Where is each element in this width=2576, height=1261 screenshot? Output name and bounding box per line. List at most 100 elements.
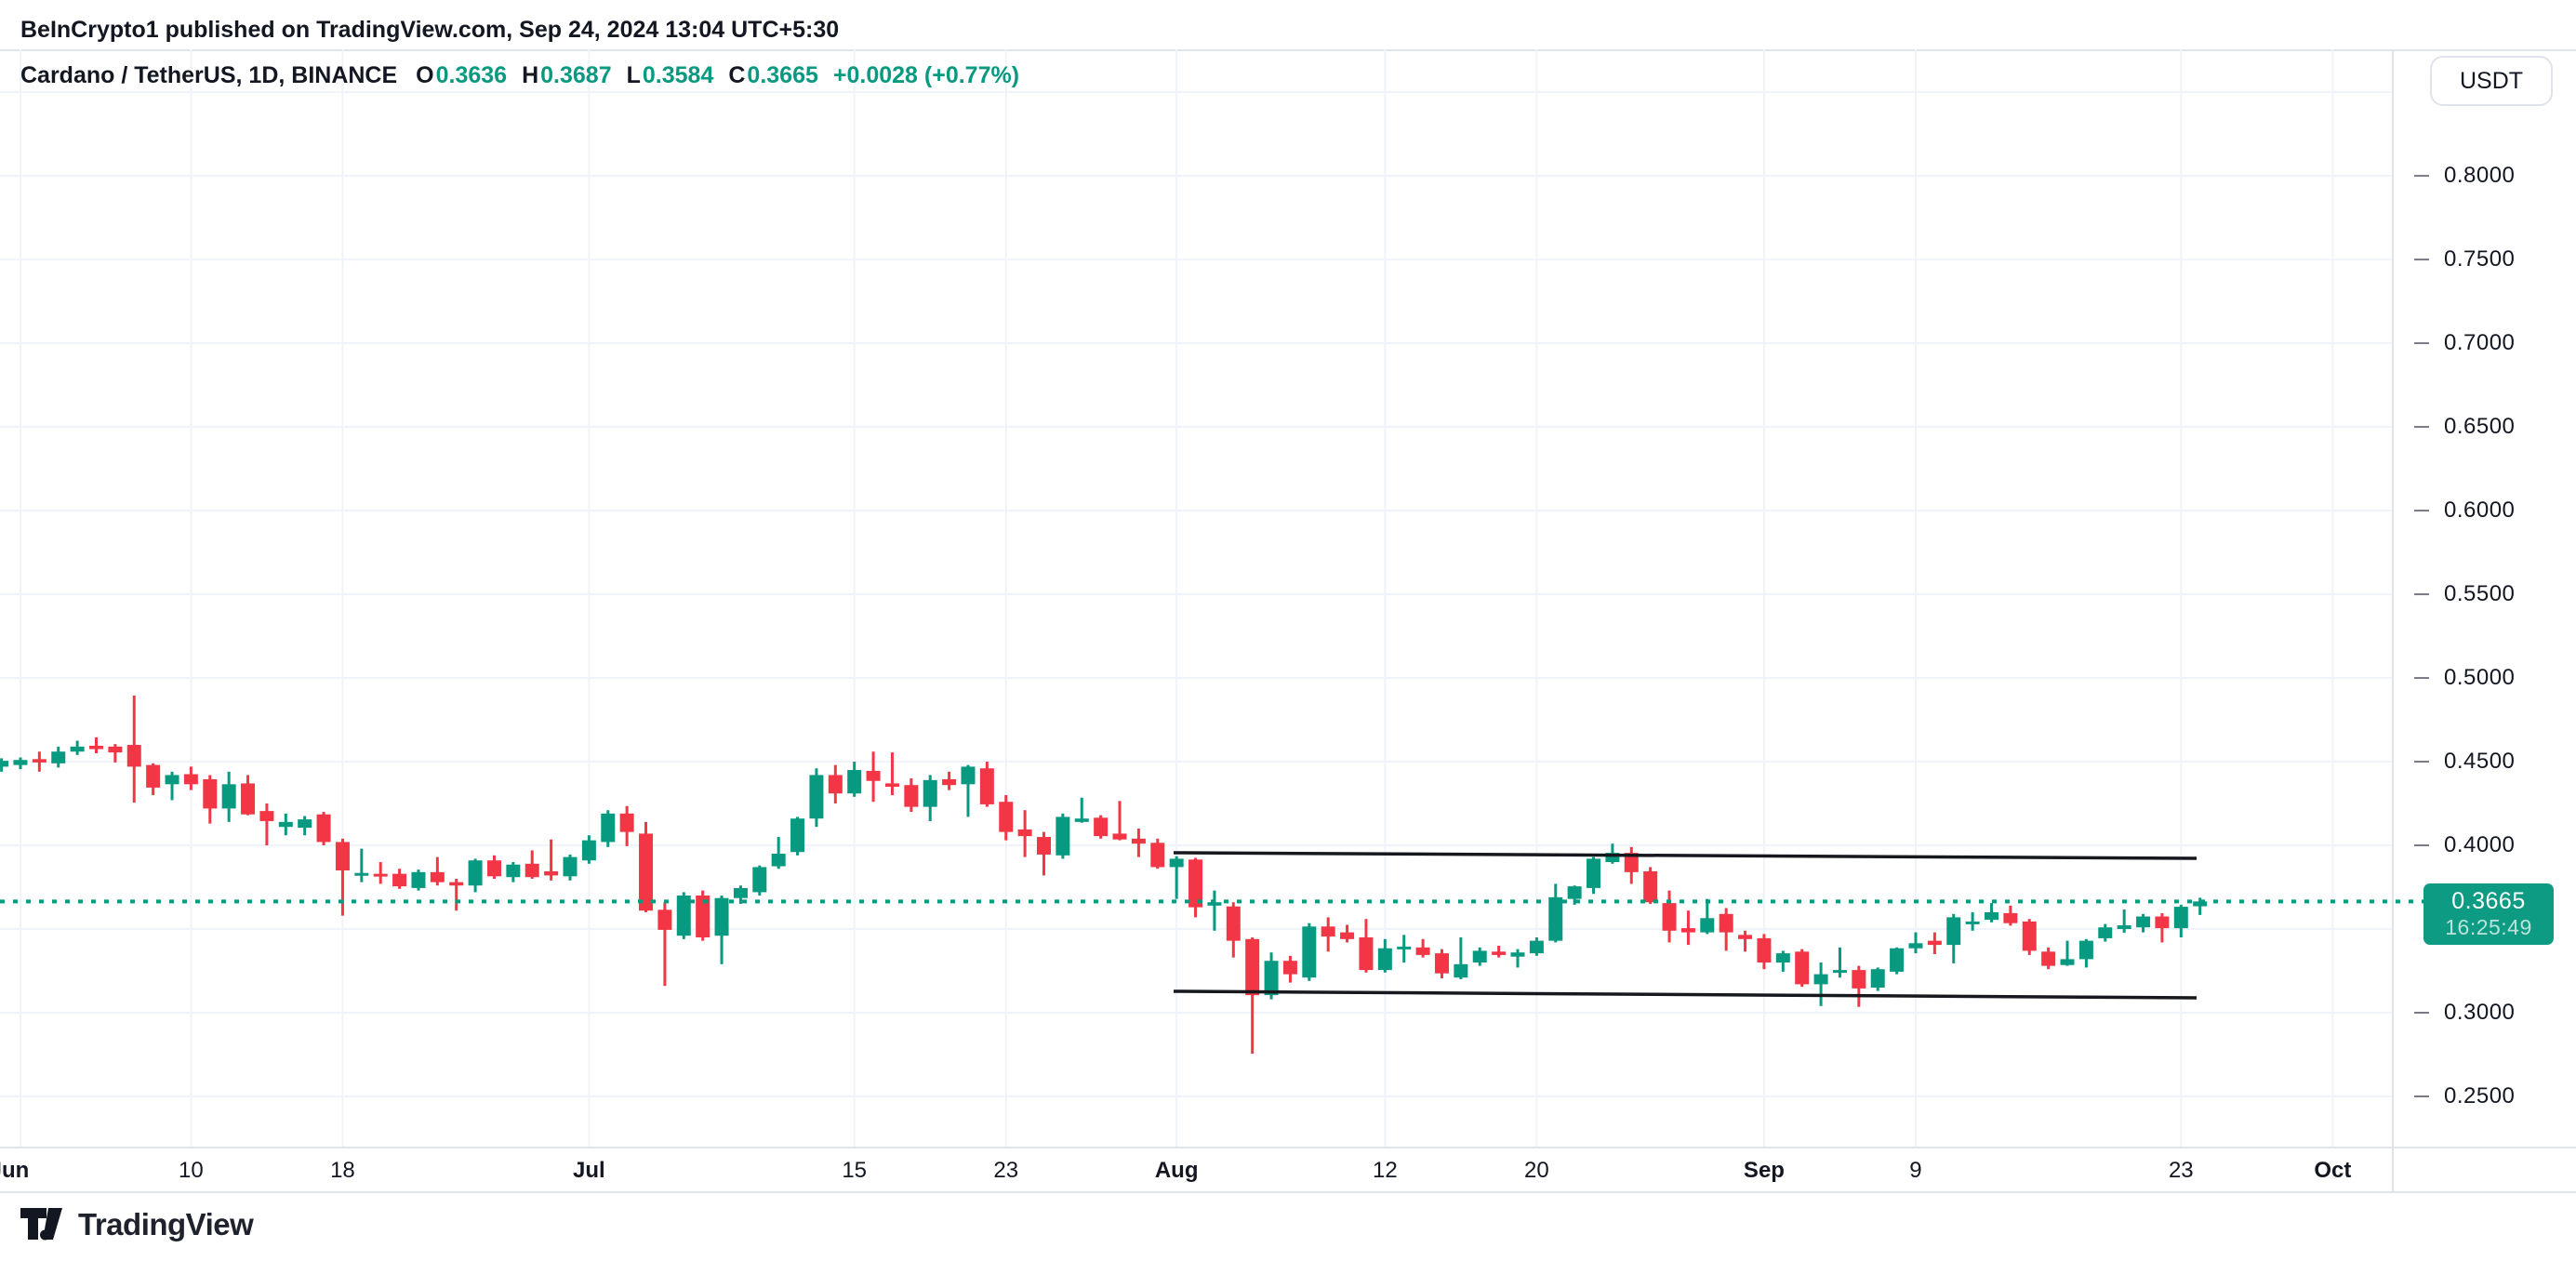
candle (146, 763, 161, 796)
price-axis[interactable]: 0.8000 0.7500 0.7000 0.6500 0.6000 0.5500 0.50… (2392, 49, 2576, 1192)
candle (1074, 797, 1089, 823)
last-price-value: 0.3665 (2451, 888, 2526, 915)
candle (1643, 867, 1658, 905)
candle (1094, 815, 1109, 839)
candle (1832, 947, 1847, 978)
candle (866, 751, 881, 803)
candle (203, 775, 218, 824)
candle (524, 850, 539, 880)
candle (619, 805, 634, 846)
candle (2193, 897, 2208, 915)
candle (979, 762, 994, 807)
candle (1321, 917, 1335, 952)
candle (733, 885, 748, 905)
candle (108, 744, 123, 763)
candle (1813, 962, 1828, 1006)
ohlc-values: O0.3636 H0.3687 L0.3584 C0.3665 (416, 62, 833, 89)
time-axis[interactable]: Jun 10 18 Jul 15 23 Aug 12 20 Sep 9 23 Oct (0, 1147, 2576, 1192)
countdown-timer: 16:25:49 (2445, 915, 2532, 940)
price-axis-label: 0.3000 (2444, 1000, 2516, 1025)
time-axis-label: 15 (842, 1158, 868, 1183)
candle (373, 862, 388, 884)
candle (259, 803, 274, 846)
candle (904, 778, 919, 813)
candle (221, 771, 236, 822)
candle (1965, 912, 1980, 931)
candle (923, 775, 937, 821)
time-axis-label: Aug (1154, 1158, 1199, 1183)
candle (32, 751, 46, 772)
candle (1264, 952, 1279, 1000)
candle (1415, 938, 1430, 958)
candle (1017, 810, 1032, 857)
time-axis-label: Jun (0, 1158, 30, 1183)
candle (2060, 940, 2075, 966)
candle (1282, 955, 1297, 983)
price-axis-label: 0.5000 (2444, 665, 2516, 691)
candle (676, 892, 691, 939)
time-axis-border-top (0, 1147, 2576, 1148)
candle (1472, 947, 1487, 966)
time-axis-label: 23 (993, 1158, 1019, 1183)
candle (657, 902, 672, 987)
time-axis-label: 23 (2168, 1158, 2194, 1183)
candle (1985, 903, 1998, 923)
candle (70, 740, 85, 755)
candle (486, 855, 501, 880)
candle (1624, 846, 1639, 884)
candle (1738, 930, 1753, 952)
price-axis-label: 0.6000 (2444, 498, 2516, 524)
candle (2117, 909, 2131, 933)
chart-legend[interactable]: Cardano / TetherUS, 1D, BINANCE O0.3636 H… (20, 60, 1019, 91)
candle (1927, 932, 1942, 955)
candle (1529, 937, 1544, 956)
candle (581, 835, 596, 864)
price-axis-label: 0.7000 (2444, 330, 2516, 356)
currency-toggle-button[interactable]: USDT (2430, 56, 2553, 106)
candle (468, 858, 483, 893)
candle (601, 810, 616, 847)
time-axis-label: 20 (1524, 1158, 1549, 1183)
candle (2155, 912, 2170, 943)
change-value: +0.0028 (+0.77%) (832, 61, 1020, 88)
trendline-channel-lower[interactable] (1173, 989, 2198, 1000)
candle (1662, 890, 1677, 943)
candle (1700, 898, 1715, 935)
price-axis-label: 0.6500 (2444, 414, 2516, 440)
price-axis-label: 0.7500 (2444, 246, 2516, 272)
candle (1454, 937, 1468, 980)
candle (13, 757, 28, 770)
candle (316, 812, 331, 846)
candle (506, 862, 521, 883)
time-axis-label: 18 (330, 1158, 355, 1183)
candle (2136, 913, 2151, 933)
time-axis-border-bottom (0, 1191, 2576, 1193)
candle (544, 839, 559, 881)
price-axis-label: 0.8000 (2444, 163, 2516, 189)
candle (1188, 857, 1203, 918)
candle (449, 879, 464, 911)
candle (1245, 937, 1260, 1055)
candle (942, 771, 957, 790)
candle (1587, 856, 1601, 895)
candle (392, 869, 407, 889)
candle (1397, 935, 1412, 963)
candle (278, 813, 293, 836)
candle (89, 737, 103, 754)
candle (2078, 938, 2093, 968)
ohlc-pair-h: H0.3687 (522, 61, 612, 88)
candle (1719, 908, 1733, 951)
price-axis-label: 0.2500 (2444, 1083, 2516, 1108)
candle (999, 795, 1014, 841)
candle (1207, 890, 1222, 931)
price-axis-label: 0.5500 (2444, 581, 2516, 607)
candle (1870, 967, 1885, 991)
candle (126, 695, 141, 803)
candle (1795, 949, 1810, 988)
trendline-channel-upper[interactable] (1173, 851, 2198, 860)
tradingview-watermark[interactable]: TradingView (20, 1206, 254, 1243)
candle (884, 752, 899, 796)
candle (1340, 924, 1355, 943)
